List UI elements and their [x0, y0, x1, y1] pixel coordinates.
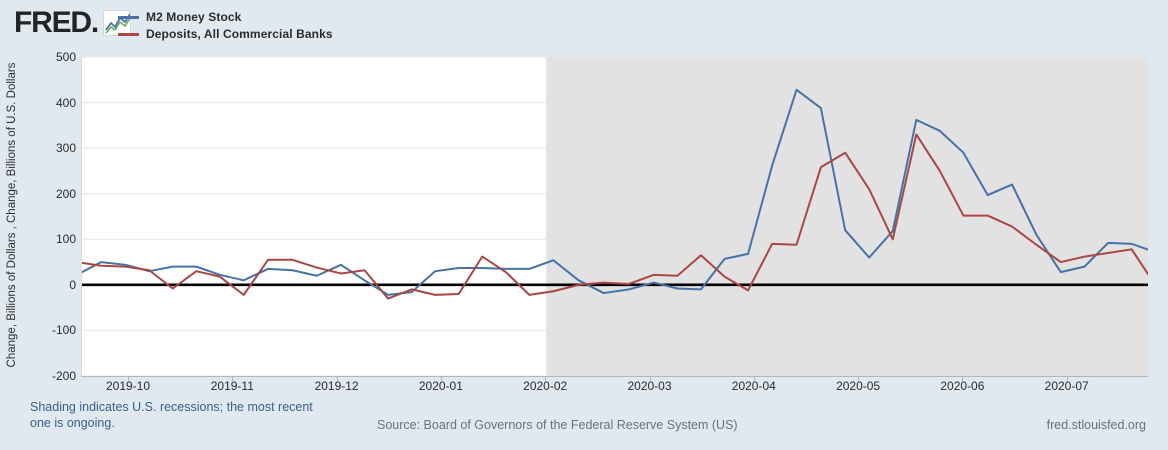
y-axis-title: Change, Billions of Dollars , Change, Bi… — [2, 55, 22, 375]
x-tick-label: 2020-06 — [940, 379, 985, 393]
x-tick-mark — [232, 376, 234, 381]
legend-item[interactable]: Deposits, All Commercial Banks — [118, 27, 333, 41]
x-tick-mark — [962, 376, 964, 381]
y-tick-label: 500 — [55, 50, 76, 64]
x-tick-label: 2020-01 — [418, 379, 463, 393]
fred-wordmark-dot: . — [90, 6, 100, 39]
legend-label-m2: M2 Money Stock — [146, 10, 242, 24]
source-note: Source: Board of Governors of the Federa… — [377, 418, 738, 432]
y-tick-label: -100 — [51, 323, 76, 338]
plot-area — [81, 57, 1148, 376]
line-chart-icon — [103, 10, 132, 36]
y-tick-label: 100 — [55, 232, 76, 247]
legend-item[interactable]: M2 Money Stock — [118, 10, 333, 24]
y-tick-label: -200 — [51, 369, 76, 383]
x-tick-label: 2020-03 — [627, 379, 672, 393]
x-tick-label: 2019-11 — [210, 379, 254, 393]
x-tick-label: 2020-07 — [1044, 379, 1089, 393]
chart-legend: M2 Money Stock Deposits, All Commercial … — [118, 10, 333, 41]
recession-shading — [546, 57, 1148, 376]
y-tick-label: 300 — [55, 141, 76, 156]
x-tick-mark — [753, 376, 755, 381]
y-tick-label: 0 — [69, 277, 76, 292]
x-tick-label: 2020-04 — [731, 379, 776, 393]
series-line-m2 — [82, 88, 1148, 296]
x-tick-label: 2020-05 — [836, 379, 881, 393]
x-tick-mark — [336, 376, 338, 381]
legend-label-deposits: Deposits, All Commercial Banks — [146, 27, 333, 41]
chart-header: FRED . M2 Money Stock Deposits, All Comm… — [0, 0, 1168, 48]
series-line-deposits — [82, 133, 1148, 300]
y-tick-label: 400 — [55, 95, 76, 110]
x-tick-mark — [649, 376, 651, 381]
x-tick-label: 2020-02 — [523, 379, 568, 393]
x-tick-label: 2019-10 — [105, 379, 151, 393]
x-tick-mark — [858, 376, 860, 381]
x-tick-label: 2019-12 — [314, 379, 359, 393]
y-tick-label: 200 — [55, 186, 76, 201]
fred-wordmark: FRED — [14, 6, 92, 39]
y-axis-title-text: Change, Billions of Dollars , Change, Bi… — [6, 62, 18, 368]
x-tick-mark — [545, 376, 547, 381]
fred-logo[interactable]: FRED . — [14, 6, 132, 40]
x-tick-mark — [440, 376, 442, 381]
y-axis-tick-labels: 500 400 300 200 100 0 -100 -200 — [28, 0, 76, 450]
x-axis-line — [81, 376, 1148, 377]
x-tick-mark — [1066, 376, 1068, 381]
fred-url[interactable]: fred.stlouisfed.org — [1046, 418, 1146, 432]
legend-swatch-deposits — [118, 32, 139, 36]
chart-canvas — [82, 57, 1148, 376]
x-tick-mark — [128, 376, 129, 381]
legend-swatch-m2 — [118, 15, 139, 19]
recession-shading-note: Shading indicates U.S. recessions; the m… — [30, 400, 313, 430]
